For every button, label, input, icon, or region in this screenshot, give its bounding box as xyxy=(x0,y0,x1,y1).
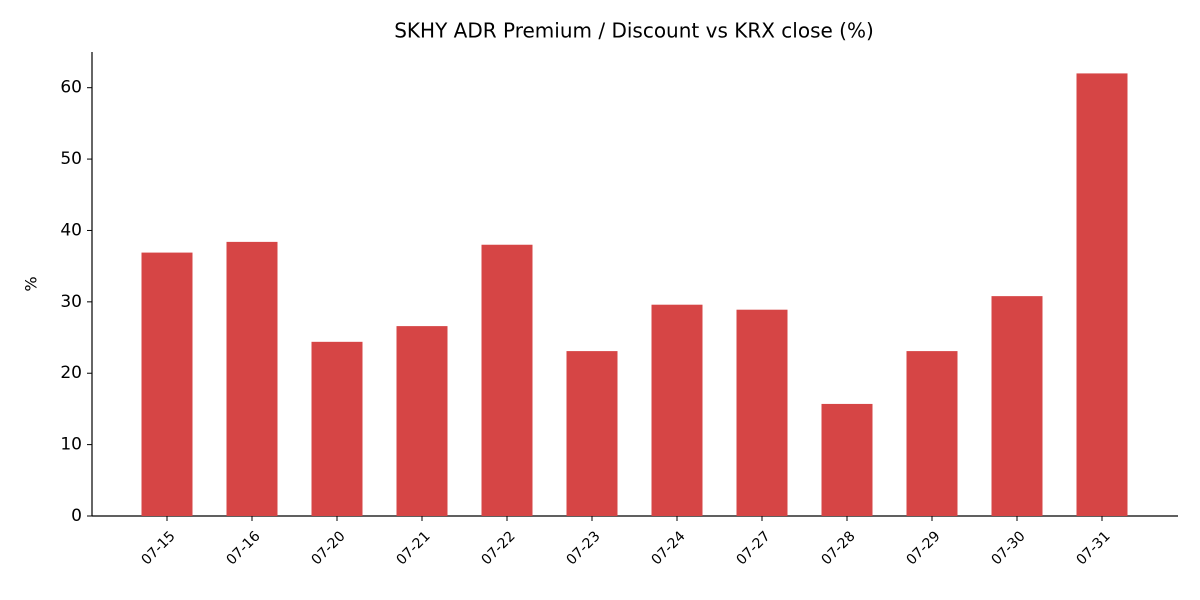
x-tick-label: 07-28 xyxy=(819,528,859,568)
y-tick-label: 30 xyxy=(60,292,82,312)
bar xyxy=(396,326,448,516)
bar xyxy=(226,241,278,517)
x-tick-label: 07-23 xyxy=(564,528,604,568)
y-tick-label: 10 xyxy=(60,435,82,455)
bar xyxy=(141,252,193,517)
bar xyxy=(651,304,703,516)
bar xyxy=(311,341,363,516)
x-tick-label: 07-20 xyxy=(309,528,349,568)
x-tick-label: 07-31 xyxy=(1074,528,1114,568)
x-tick-label: 07-22 xyxy=(479,528,519,568)
x-tick-label: 07-21 xyxy=(394,528,434,568)
x-tick-label: 07-30 xyxy=(989,528,1029,568)
bar xyxy=(906,351,958,516)
x-tick-label: 07-24 xyxy=(649,528,689,568)
x-tick-label: 07-15 xyxy=(139,528,179,568)
y-tick-label: 20 xyxy=(60,363,82,383)
y-tick-label: 40 xyxy=(60,220,82,240)
chart-title: SKHY ADR Premium / Discount vs KRX close… xyxy=(394,19,874,43)
bar xyxy=(821,403,873,516)
y-axis-label: % xyxy=(22,276,41,291)
x-tick-label: 07-16 xyxy=(224,528,264,568)
bar xyxy=(991,296,1043,516)
bar xyxy=(736,309,788,516)
bar xyxy=(566,351,618,516)
y-tick-label: 60 xyxy=(60,78,82,98)
x-tick-label: 07-29 xyxy=(904,528,944,568)
y-tick-label: 0 xyxy=(71,506,82,526)
x-tick-label: 07-27 xyxy=(734,528,774,568)
bar xyxy=(1076,73,1128,517)
y-tick-label: 50 xyxy=(60,149,82,169)
bar xyxy=(481,244,533,516)
